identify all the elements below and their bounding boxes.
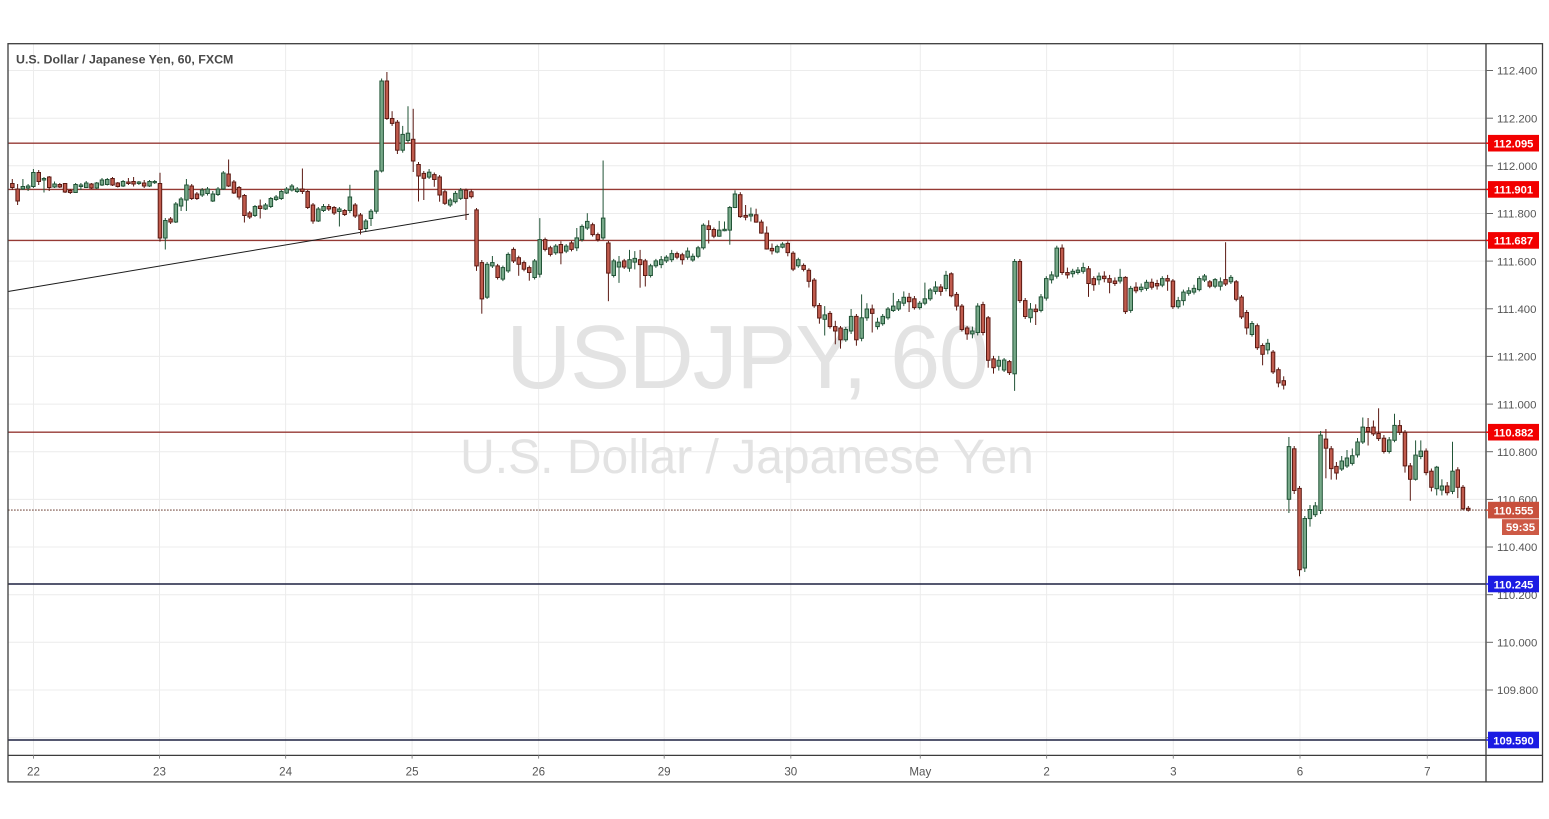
- svg-text:U.S. Dollar / Japanese Yen, 60: U.S. Dollar / Japanese Yen, 60, FXCM: [16, 53, 233, 67]
- svg-text:112.095: 112.095: [1494, 139, 1534, 151]
- svg-text:24: 24: [279, 766, 292, 779]
- svg-text:111.600: 111.600: [1497, 256, 1536, 268]
- svg-text:7: 7: [1424, 766, 1430, 779]
- svg-text:110.800: 110.800: [1497, 447, 1537, 459]
- svg-text:23: 23: [153, 766, 166, 779]
- svg-text:26: 26: [532, 766, 545, 779]
- svg-text:59:35: 59:35: [1506, 522, 1536, 534]
- svg-text:110.882: 110.882: [1494, 428, 1534, 440]
- svg-text:111.800: 111.800: [1497, 209, 1536, 221]
- svg-text:111.901: 111.901: [1494, 185, 1533, 197]
- svg-text:112.400: 112.400: [1497, 66, 1537, 78]
- svg-text:110.000: 110.000: [1497, 638, 1537, 650]
- svg-text:111.000: 111.000: [1497, 399, 1536, 411]
- svg-text:109.590: 109.590: [1493, 735, 1533, 747]
- svg-text:May: May: [909, 766, 931, 779]
- svg-text:112.200: 112.200: [1497, 113, 1537, 125]
- svg-text:3: 3: [1170, 766, 1176, 779]
- svg-text:111.687: 111.687: [1494, 236, 1533, 248]
- svg-text:25: 25: [406, 766, 419, 779]
- svg-text:2: 2: [1043, 766, 1049, 779]
- svg-text:111.200: 111.200: [1497, 352, 1536, 364]
- svg-text:U.S. Dollar / Japanese Yen: U.S. Dollar / Japanese Yen: [460, 431, 1034, 484]
- svg-text:USDJPY, 60: USDJPY, 60: [506, 308, 988, 408]
- svg-text:22: 22: [27, 766, 40, 779]
- svg-text:29: 29: [658, 766, 671, 779]
- svg-text:6: 6: [1297, 766, 1303, 779]
- svg-text:110.555: 110.555: [1494, 505, 1534, 517]
- svg-text:109.800: 109.800: [1497, 685, 1538, 697]
- svg-text:112.000: 112.000: [1497, 161, 1537, 173]
- svg-text:111.400: 111.400: [1497, 304, 1536, 316]
- svg-text:110.400: 110.400: [1497, 542, 1537, 554]
- svg-text:110.245: 110.245: [1494, 579, 1534, 591]
- svg-text:30: 30: [784, 766, 797, 779]
- svg-text:110.200: 110.200: [1497, 590, 1537, 602]
